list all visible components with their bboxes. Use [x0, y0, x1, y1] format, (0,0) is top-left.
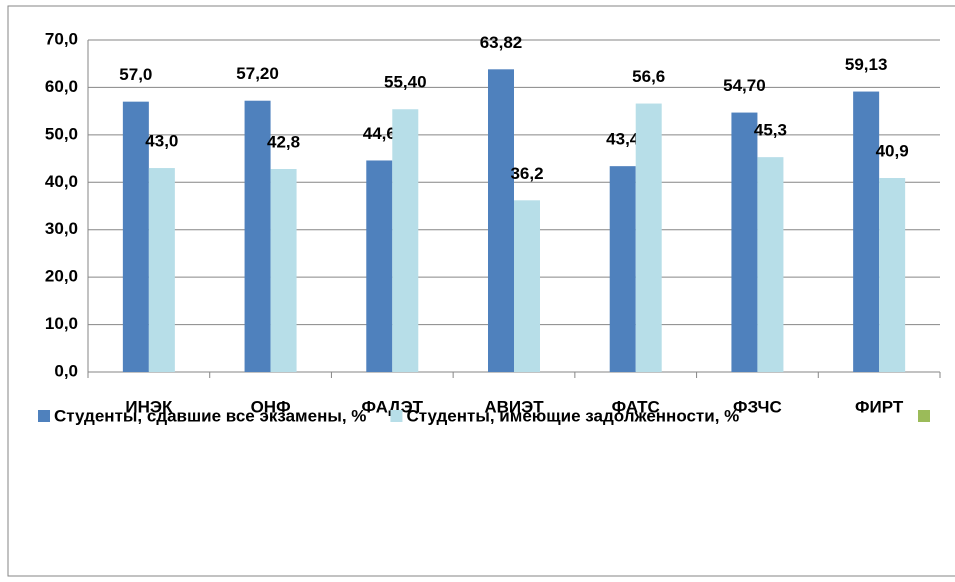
- x-tick-label: ОНФ: [251, 397, 291, 416]
- data-label: 54,70: [723, 76, 766, 95]
- data-label: 56,6: [632, 67, 665, 86]
- data-label: 55,40: [384, 73, 427, 92]
- legend-swatch: [38, 410, 50, 422]
- y-tick-label: 70,0: [45, 29, 78, 48]
- data-label: 40,9: [876, 142, 909, 161]
- bar: [609, 166, 636, 372]
- bar: [731, 112, 758, 373]
- data-label: 59,13: [845, 55, 888, 74]
- x-tick-label: ФИРТ: [855, 397, 904, 416]
- y-tick-label: 40,0: [45, 172, 78, 191]
- y-tick-label: 0,0: [54, 361, 78, 380]
- bar: [635, 103, 662, 372]
- data-label: 42,8: [267, 132, 300, 151]
- bar: [879, 178, 906, 372]
- y-tick-label: 20,0: [45, 267, 78, 286]
- bar: [757, 157, 784, 372]
- bar: [366, 160, 393, 372]
- bar: [392, 109, 419, 372]
- data-label: 57,20: [236, 64, 279, 83]
- x-tick-label: АВИЭТ: [484, 397, 544, 416]
- bar: [148, 168, 175, 372]
- bar: [488, 69, 514, 373]
- legend-swatch: [918, 410, 930, 422]
- x-tick-label: ИНЭК: [125, 397, 173, 416]
- y-tick-label: 50,0: [45, 124, 78, 143]
- legend-label: Студенты, сдавшие все экзамены, %: [54, 406, 366, 425]
- data-label: 45,3: [754, 121, 787, 140]
- x-tick-label: ФАТС: [612, 397, 660, 416]
- x-tick-label: ФЗЧС: [733, 397, 782, 416]
- bar: [270, 169, 297, 372]
- y-tick-label: 60,0: [45, 77, 78, 96]
- data-label: 63,82: [480, 33, 523, 52]
- legend-label: Студенты, имеющие задолженности, %: [406, 406, 739, 425]
- bar: [514, 200, 540, 372]
- bar: [244, 100, 271, 373]
- data-label: 36,2: [510, 164, 543, 183]
- bar: [122, 101, 149, 373]
- y-tick-label: 30,0: [45, 219, 78, 238]
- y-tick-label: 10,0: [45, 314, 78, 333]
- data-label: 44,6: [363, 124, 396, 143]
- bar: [853, 91, 880, 372]
- data-label: 57,0: [119, 65, 152, 84]
- data-label: 43,0: [145, 132, 178, 151]
- data-label: 43,4: [606, 130, 640, 149]
- legend-swatch: [390, 410, 403, 422]
- x-tick-label: ФАДЭТ: [361, 397, 423, 416]
